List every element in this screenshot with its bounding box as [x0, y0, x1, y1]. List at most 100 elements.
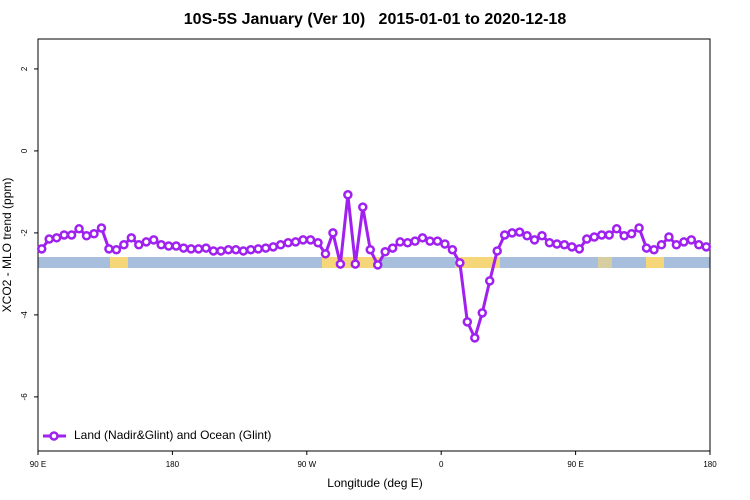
point: [111, 244, 122, 255]
point: [514, 227, 525, 237]
point: [275, 240, 286, 250]
point: [582, 234, 592, 244]
point: [216, 246, 226, 256]
point: [567, 242, 577, 252]
point: [223, 244, 234, 255]
point: [417, 233, 428, 243]
point: [372, 260, 383, 270]
y-tick-label: -6: [20, 393, 29, 401]
point: [559, 240, 570, 250]
point: [283, 237, 293, 248]
point: [387, 243, 398, 253]
x-axis-label: Longitude (deg E): [327, 476, 422, 490]
point: [432, 236, 443, 246]
point: [74, 224, 84, 234]
x-tick-label: 90 W: [297, 460, 316, 469]
point: [604, 230, 614, 240]
y-tick-label: 2: [20, 66, 29, 71]
point: [89, 228, 99, 239]
point: [193, 244, 204, 254]
point: [701, 242, 712, 252]
point: [246, 244, 256, 255]
point: [634, 223, 644, 233]
point: [492, 246, 502, 256]
point: [589, 232, 600, 242]
point: [51, 233, 62, 243]
point: [671, 240, 682, 250]
point: [96, 223, 107, 233]
land-band: [110, 257, 128, 268]
point: [686, 235, 697, 245]
point: [619, 231, 629, 241]
point: [656, 240, 667, 250]
y-tick-label: -4: [20, 311, 29, 319]
point: [260, 243, 271, 253]
point: [611, 224, 622, 234]
point: [171, 241, 181, 251]
point: [178, 243, 189, 253]
point: [268, 242, 278, 252]
y-tick-label: 0: [20, 148, 29, 153]
point: [664, 232, 674, 242]
point: [484, 276, 495, 286]
point: [163, 241, 174, 251]
point: [380, 247, 390, 257]
point: [59, 230, 69, 240]
point: [626, 228, 637, 239]
point: [440, 239, 450, 249]
point: [574, 244, 585, 254]
point: [402, 237, 413, 248]
point: [231, 244, 241, 255]
point: [320, 249, 331, 259]
point: [507, 228, 517, 238]
y-tick-label: -2: [20, 229, 29, 237]
point: [328, 228, 338, 238]
point: [238, 246, 249, 256]
point: [253, 244, 264, 254]
point: [596, 230, 607, 240]
land-band: [646, 257, 664, 268]
point: [44, 234, 54, 244]
x-tick-label: 90 E: [30, 460, 46, 469]
point: [552, 239, 562, 249]
point: [186, 244, 196, 254]
point: [477, 308, 488, 318]
point: [425, 236, 435, 246]
point: [410, 236, 420, 246]
point: [544, 237, 555, 248]
point: [156, 240, 166, 250]
point: [365, 244, 376, 255]
point: [522, 231, 532, 241]
legend-marker: [49, 431, 59, 441]
point: [298, 235, 308, 245]
point: [290, 237, 301, 247]
point: [649, 244, 659, 255]
point: [694, 240, 704, 250]
point: [350, 259, 361, 269]
point: [305, 235, 316, 245]
legend-label: Land (Nadir&Glint) and Ocean (Glint): [74, 428, 271, 442]
point: [499, 230, 510, 240]
point: [104, 244, 114, 254]
x-tick-label: 90 E: [567, 460, 583, 469]
x-tick-label: 0: [439, 460, 444, 469]
point: [335, 259, 346, 269]
point: [470, 333, 480, 343]
point: [395, 237, 405, 247]
x-tick-label: 180: [166, 460, 180, 469]
point: [148, 235, 159, 245]
point: [679, 237, 689, 247]
point: [201, 243, 211, 253]
point: [126, 233, 137, 243]
chart-title: 10S-5S January (Ver 10) 2015-01-01 to 20…: [184, 11, 567, 28]
point: [81, 231, 92, 241]
point: [134, 240, 144, 250]
point: [313, 237, 323, 248]
land-band: [598, 257, 612, 268]
point: [529, 235, 540, 245]
y-axis-label: XCO2 - MLO trend (ppm): [0, 178, 14, 313]
point: [36, 244, 47, 254]
point: [343, 190, 353, 200]
point: [455, 258, 465, 268]
